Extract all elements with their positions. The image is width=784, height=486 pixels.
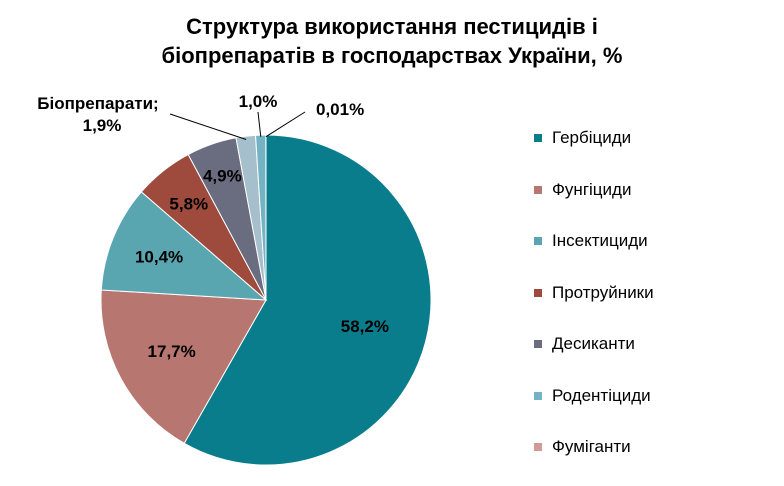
- chart-title-line-2: біопрепаратів в господарствах України, %: [161, 43, 623, 68]
- pie-slice-гербіциди: [183, 134, 432, 466]
- legend-swatch: [534, 237, 542, 245]
- legend-swatch: [534, 340, 542, 348]
- legend-swatch: [534, 443, 542, 451]
- leader-line-bio: [169, 113, 247, 141]
- legend-label: Протруйники: [552, 282, 654, 302]
- legend-swatch: [534, 134, 542, 142]
- data-label-bio-name: Біопрепарати;: [37, 94, 158, 113]
- data-label-інсектициди: 10,4%: [135, 247, 183, 266]
- legend-label: Десиканти: [552, 334, 635, 353]
- data-label-десиканти: 4,9%: [203, 166, 242, 185]
- data-label-протруйники: 5,8%: [169, 194, 208, 213]
- data-label-гербіциди: 58,2%: [341, 317, 389, 336]
- legend-label: Інсектициди: [552, 231, 648, 250]
- data-label-fumigants: 0,01%: [316, 100, 364, 119]
- data-label-bio-value: 1,9%: [83, 116, 122, 135]
- legend-swatch: [534, 288, 542, 297]
- pie-slice-фунгіциди: [100, 289, 267, 444]
- data-label-фунгіциди: 17,7%: [148, 342, 196, 361]
- legend-label: Гербіциди: [552, 128, 632, 147]
- pie-slice-інсектициди: [100, 191, 268, 301]
- leader-line-rodenticides: [257, 111, 262, 137]
- legend-label: Родентіциди: [552, 385, 651, 405]
- legend-swatch: [534, 391, 542, 400]
- chart-title: Структура використання пестицидів і біоп…: [0, 12, 784, 70]
- leader-line-fumigants: [265, 111, 306, 138]
- legend-label: Фуміганти: [552, 437, 631, 456]
- chart-title-line-1: Структура використання пестицидів і: [186, 14, 598, 39]
- legend-label: Фунгіциди: [552, 179, 632, 199]
- legend-swatch: [534, 185, 542, 194]
- data-label-rodenticides: 1,0%: [239, 92, 278, 111]
